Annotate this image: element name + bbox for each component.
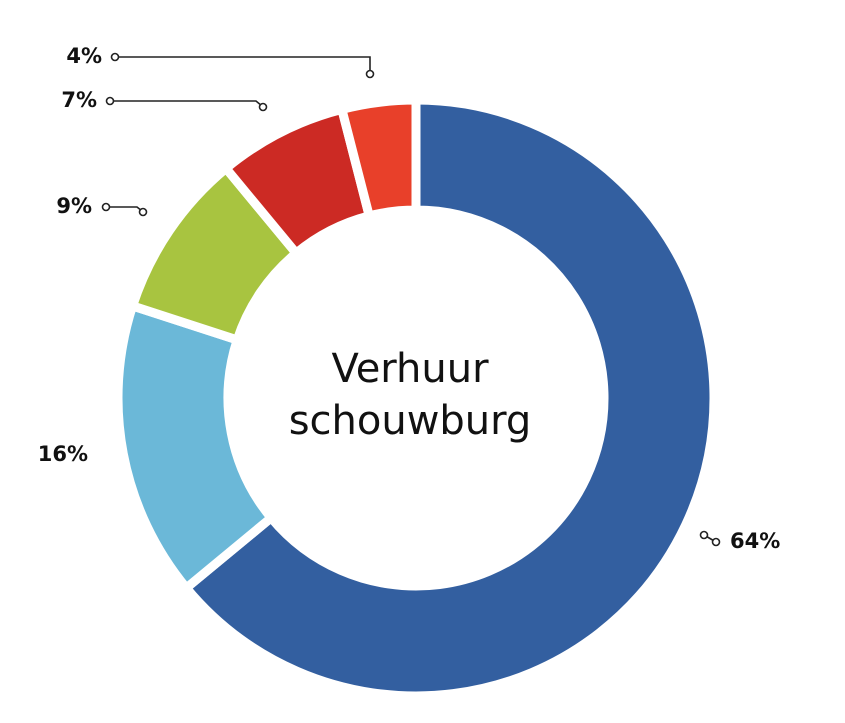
- center-label: Verhuur: [331, 346, 489, 392]
- value-label: 7%: [61, 88, 97, 112]
- leader-dot: [138, 207, 148, 217]
- leader-dot: [699, 530, 709, 540]
- slices: [113, 95, 719, 701]
- leader-dot: [105, 96, 115, 106]
- leader-dot: [101, 202, 111, 212]
- leader-dot: [365, 69, 375, 79]
- leader-dot: [711, 537, 721, 547]
- value-label: 4%: [66, 44, 102, 68]
- leader-line: [106, 206, 143, 212]
- slice: [180, 95, 719, 701]
- value-label: 64%: [730, 529, 780, 553]
- leader-dot: [110, 52, 120, 62]
- value-label: 9%: [56, 194, 92, 218]
- center-label: schouwburg: [289, 398, 532, 444]
- leader-lines: [101, 52, 721, 547]
- leader-line: [115, 56, 371, 72]
- slice: [336, 95, 421, 222]
- value-label: 16%: [38, 442, 88, 466]
- leader-dot: [258, 102, 268, 112]
- leader-line: [110, 100, 263, 107]
